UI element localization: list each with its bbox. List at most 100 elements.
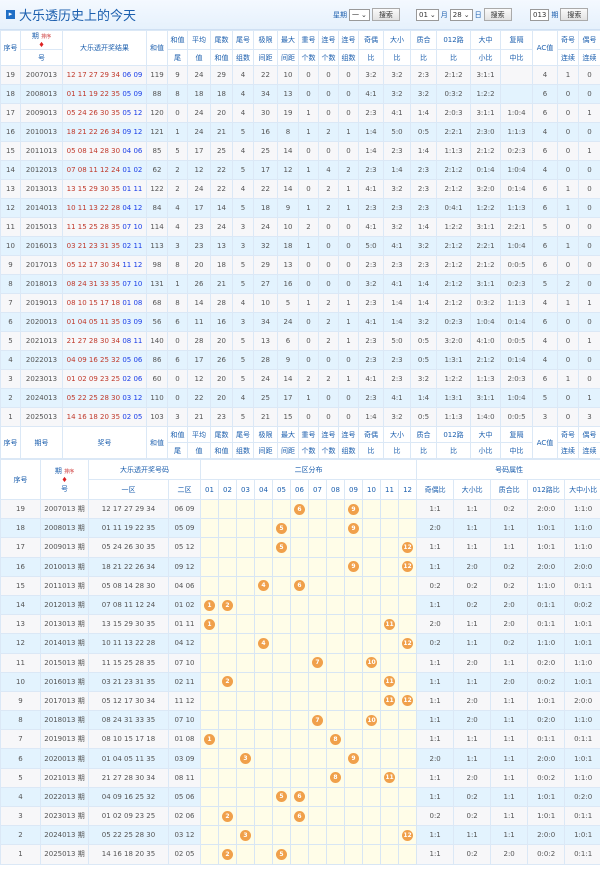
cell: 1:0:4: [500, 160, 533, 180]
attr-cell: 1:1: [416, 844, 455, 865]
dist-cell: [236, 652, 255, 673]
back-numbers: 05 09: [122, 90, 143, 98]
attr-cell: 2:0: [453, 710, 492, 731]
table-row: 13 2013013 期 13 15 29 30 35 01 11 1 11 2:0 1…: [0, 614, 600, 635]
cell: 2:3: [383, 350, 411, 370]
cell: 0: [338, 407, 359, 427]
attr-cell: 1:0:1: [527, 805, 566, 827]
cell: 0: [298, 274, 319, 294]
sort-button[interactable]: 排序: [64, 468, 75, 475]
dist-cell: 8: [326, 729, 345, 750]
cell: 2: [318, 331, 339, 351]
dist-cell: [326, 825, 345, 846]
cell: 122: [146, 179, 168, 199]
cell: 1: [578, 141, 600, 161]
cell: 3: [232, 217, 254, 237]
cell: 0: [578, 217, 600, 237]
cell: 30: [253, 103, 278, 123]
date-search-button[interactable]: 搜索: [483, 8, 512, 21]
cell: 32: [253, 236, 278, 256]
issue: 2020013 期: [40, 748, 89, 769]
issue-number: 2009013: [44, 543, 76, 552]
dist-cell: [380, 825, 399, 846]
attr-cell: 1:1: [453, 825, 492, 846]
col-header-sub: 组数: [232, 49, 254, 66]
col-header-issue[interactable]: 期 排序 ♦ 号: [40, 459, 89, 500]
col-footer-sub: 个数: [318, 442, 339, 459]
day-select[interactable]: 28 ⌄: [449, 8, 473, 21]
col-header-num: 05: [272, 479, 291, 500]
chevron-down-icon: ⌄: [429, 10, 436, 19]
attr-cell: 0:2: [490, 575, 529, 596]
draw-result: 01 02 09 23 25 02 06: [62, 369, 147, 389]
cell: 3:1:1: [470, 217, 501, 237]
issue: 2011013 期: [40, 575, 89, 596]
attr-cell: 0:2:0: [564, 786, 600, 808]
cell: 1:0:4: [470, 312, 501, 332]
sort-button[interactable]: 排序: [41, 34, 52, 40]
attr-cell: 1:1:0: [527, 575, 566, 596]
week-select[interactable]: 一 ⌄: [349, 8, 370, 21]
cell: 0: [298, 84, 319, 104]
attr-cell: 1:0:1: [564, 614, 600, 635]
seq: 10: [0, 671, 41, 692]
attr-cell: 2:0: [490, 671, 529, 692]
issue: 2022013 期: [40, 786, 89, 808]
dist-cell: [308, 844, 327, 865]
cell: 2:3: [383, 141, 411, 161]
cell: 121: [146, 122, 168, 142]
attr-cell: 1:1: [416, 671, 455, 692]
cell: 1: [298, 160, 319, 180]
col-header: 大小: [383, 30, 411, 50]
issue-suffix: 期: [77, 639, 85, 648]
table-row: 10 2016013 03 21 23 31 35 02 11 113 3 23 13 3 32…: [0, 236, 600, 256]
back-numbers: 05 12: [122, 109, 143, 117]
col-header-zone1: 一区: [88, 479, 169, 500]
seq: 19: [0, 498, 41, 520]
issue-search-button[interactable]: 搜索: [560, 8, 589, 21]
attr-cell: 2:0: [416, 614, 455, 635]
cell: 1:0:4: [500, 236, 533, 256]
attr-cell: 1:1:0: [564, 652, 600, 673]
month-select[interactable]: 01 ⌄: [416, 8, 439, 21]
cell: 5:0: [383, 122, 411, 142]
dist-cell: [397, 518, 418, 539]
cell: 0: [318, 217, 339, 237]
front-numbers: 07 08 11 12 24: [88, 594, 169, 616]
cell: 2: [318, 198, 339, 218]
cell: 0: [557, 312, 579, 332]
dist-cell: [344, 575, 363, 596]
cell: 2:3: [358, 255, 384, 275]
cell: 1: [298, 236, 319, 256]
col-header: 和值: [167, 30, 188, 50]
cell: 1: [557, 369, 579, 389]
cell: 3: [232, 236, 254, 256]
issue-input[interactable]: 013: [530, 8, 550, 21]
cell: 0: [578, 312, 600, 332]
dist-cell: [397, 729, 418, 750]
cell: 6: [532, 179, 558, 199]
cell: 1:4: [410, 141, 437, 161]
dist-cell: [272, 805, 291, 827]
cell: 0: [298, 141, 319, 161]
table-row: 9 2017013 05 12 17 30 34 11 12 98 8 20 18 5 29 13…: [0, 255, 600, 275]
draw-result: 11 15 25 28 35 07 10: [62, 217, 147, 237]
cell: 1:2:2: [436, 369, 471, 389]
col-header-issue[interactable]: 期 排序 ♦: [20, 30, 63, 50]
cell: 5: [532, 388, 558, 408]
table-row: 19 2007013 12 17 27 29 34 06 09 119 9 24 29 4 22…: [0, 65, 600, 85]
col-header-sub: 中比: [500, 49, 533, 66]
cell: 6: [532, 369, 558, 389]
col-footer-sub: 比: [383, 442, 411, 459]
col-footer-sub: 连续: [578, 442, 600, 459]
cell: 0:3:2: [436, 84, 471, 104]
cell: 0: [578, 122, 600, 142]
cell: 13: [277, 84, 299, 104]
number-ball: 9: [348, 522, 359, 534]
attr-cell: 2:0:0: [527, 498, 566, 520]
week-search-button[interactable]: 搜索: [371, 8, 400, 21]
cell: 24: [277, 312, 299, 332]
attr-cell: 0:1:1: [527, 594, 566, 616]
attr-cell: 0:2: [416, 805, 455, 827]
dist-cell: [308, 786, 327, 808]
